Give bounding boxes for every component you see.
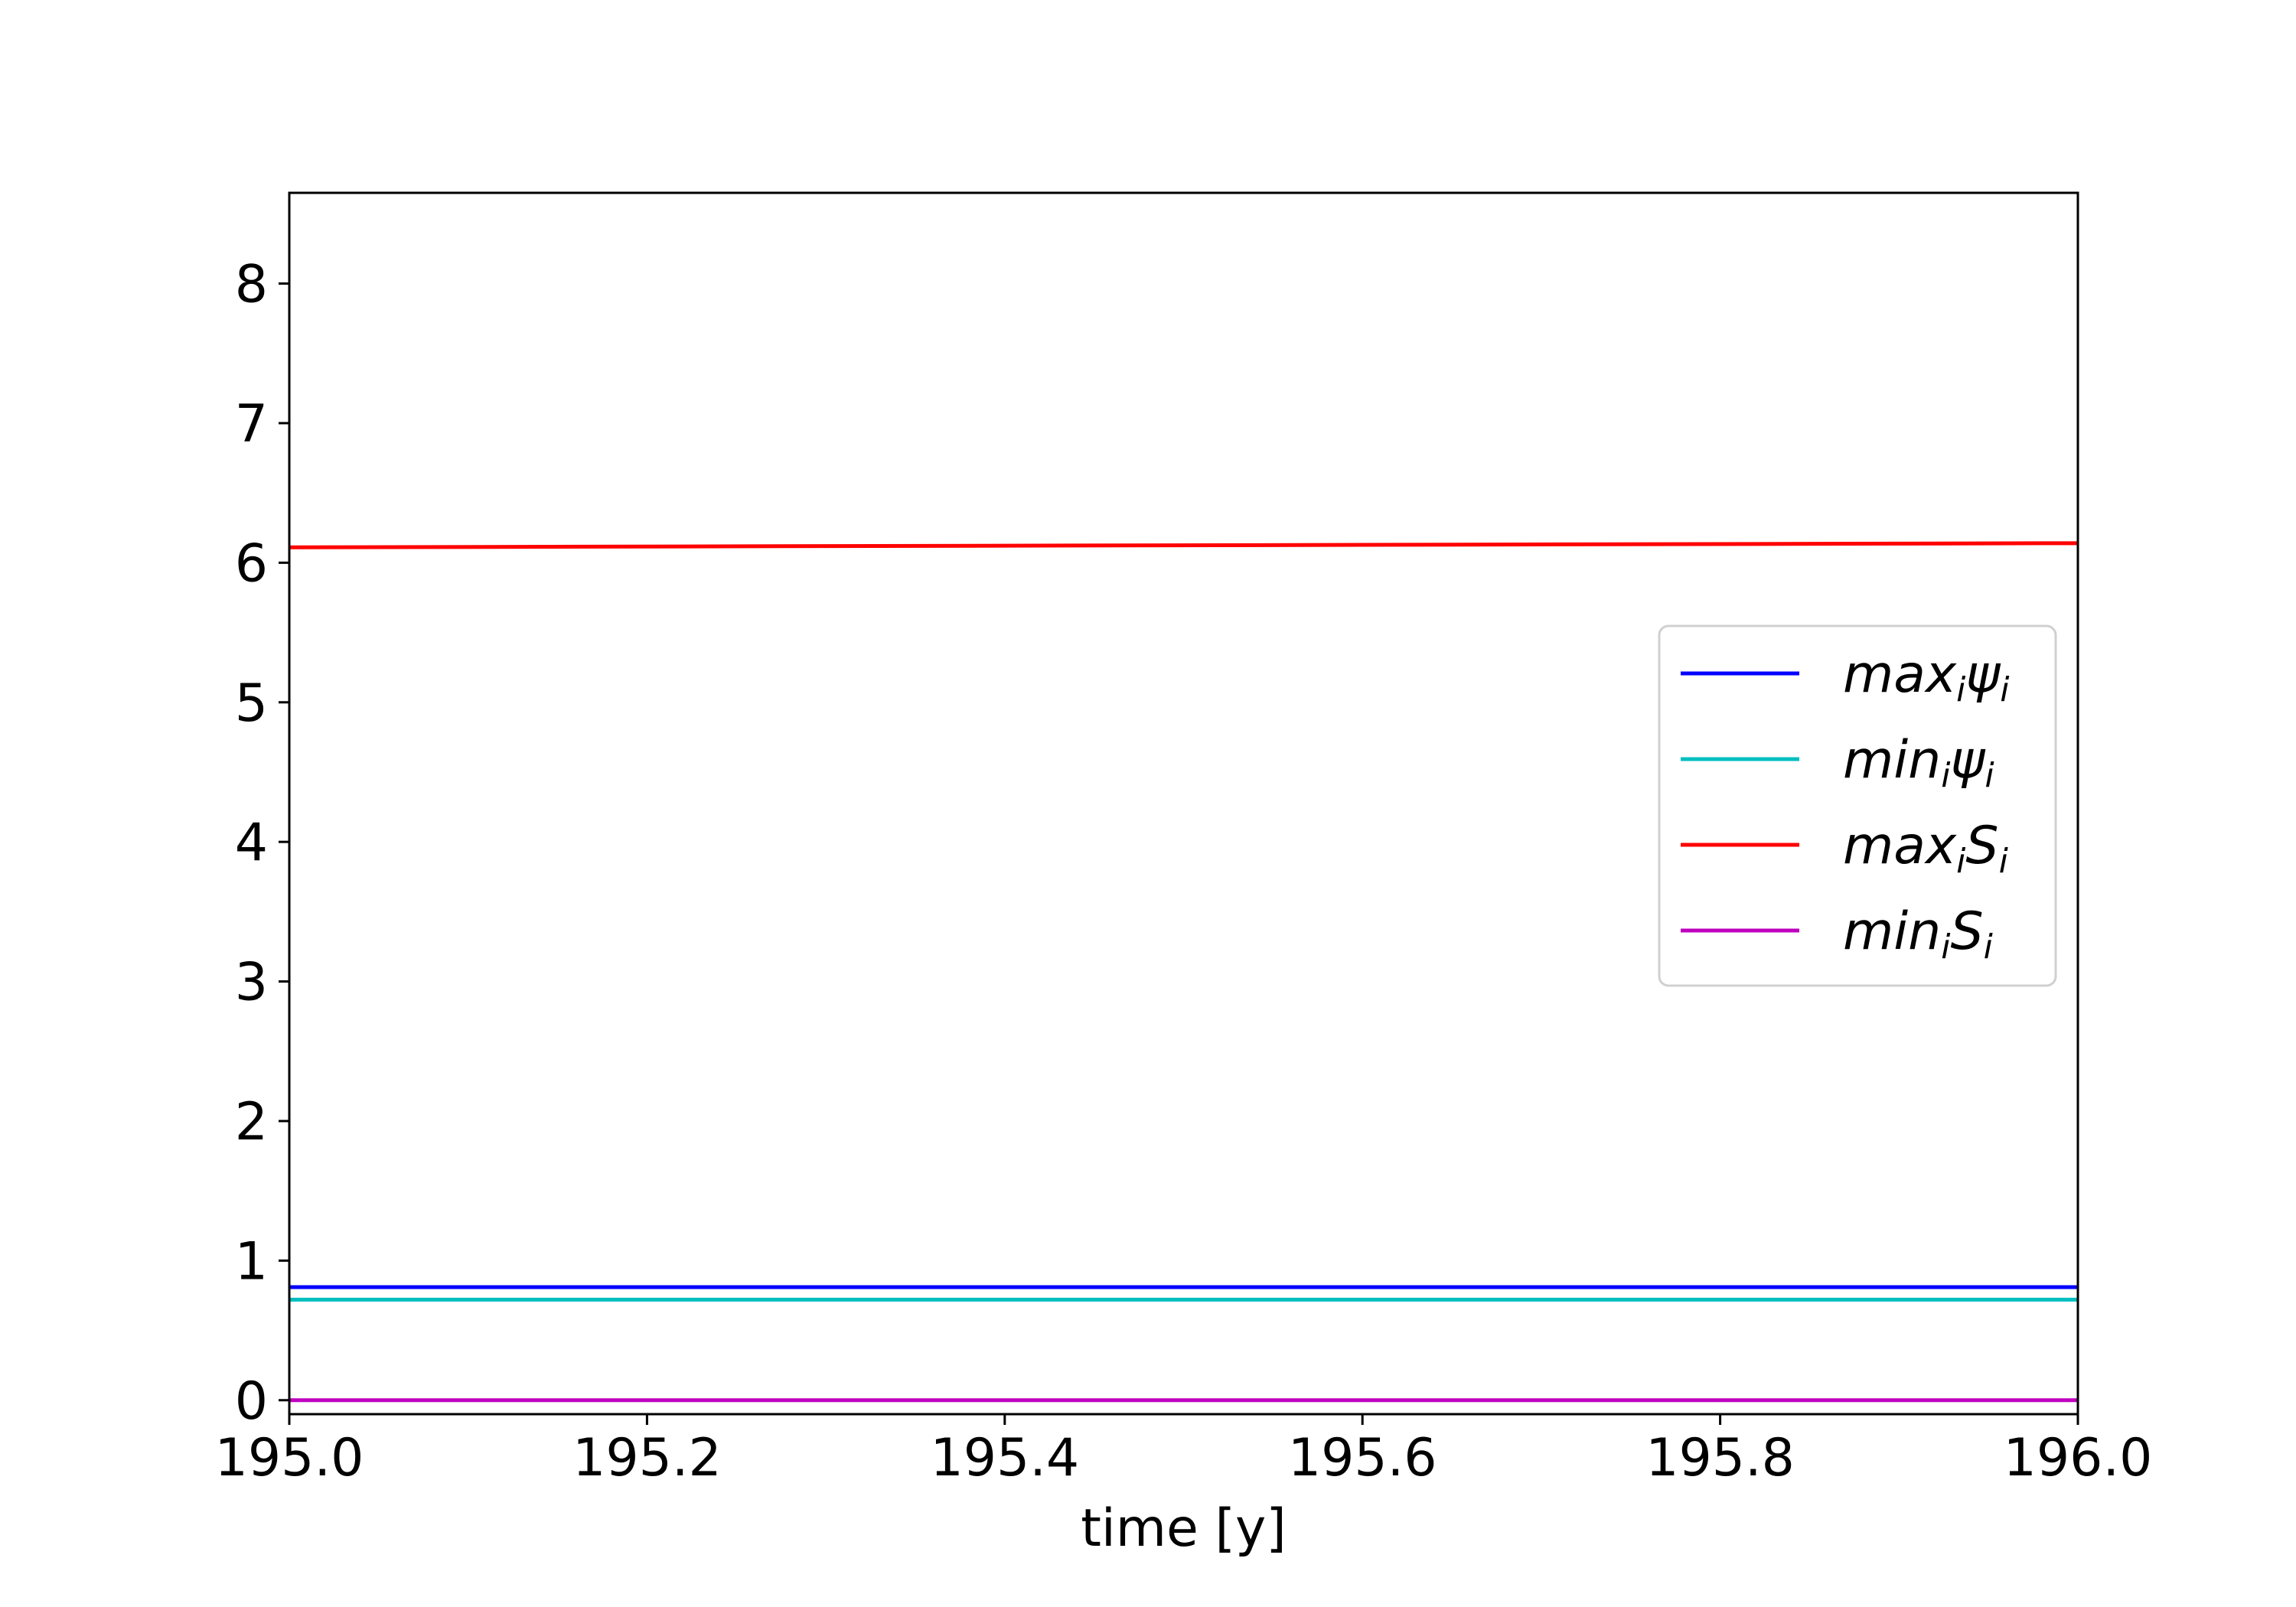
legend-entry-2: maxiSi [1843,816,2009,881]
y-tick-label: 3 [235,953,268,1013]
y-tick-label: 7 [235,394,268,455]
x-tick-label: 195.2 [572,1428,722,1488]
y-tick-label: 1 [235,1231,268,1292]
y-tick-label: 6 [235,533,268,594]
series-layer [289,541,2079,1403]
x-tick-label: 195.0 [215,1428,364,1488]
x-tick-label: 195.8 [1645,1428,1795,1488]
legend: maxiψi miniψi maxiSi miniSi [1658,624,2057,987]
y-tick-label: 4 [235,813,268,873]
y-axis-ticks: 0 1 2 3 4 5 6 7 8 [235,255,289,1432]
y-tick-label: 0 [235,1371,268,1432]
x-tick-label: 195.4 [930,1428,1079,1488]
plot-frame [288,191,2079,1416]
y-tick-label: 5 [235,673,268,734]
legend-entry-3: miniSi [1843,901,1994,966]
series-line-2 [289,541,2079,549]
x-axis-ticks: 195.0 195.2 195.4 195.6 195.8 196.0 [215,1414,2153,1488]
legend-box [1658,624,2057,987]
x-tick-label: 195.6 [1288,1428,1437,1488]
y-tick-label: 2 [235,1092,268,1152]
y-tick-label: 8 [235,255,268,315]
x-tick-label: 196.0 [2004,1428,2153,1488]
legend-entry-0: maxiψi [1843,644,2010,709]
x-axis-label: time [y] [1081,1498,1287,1559]
legend-entry-1: miniψi [1843,730,1994,795]
